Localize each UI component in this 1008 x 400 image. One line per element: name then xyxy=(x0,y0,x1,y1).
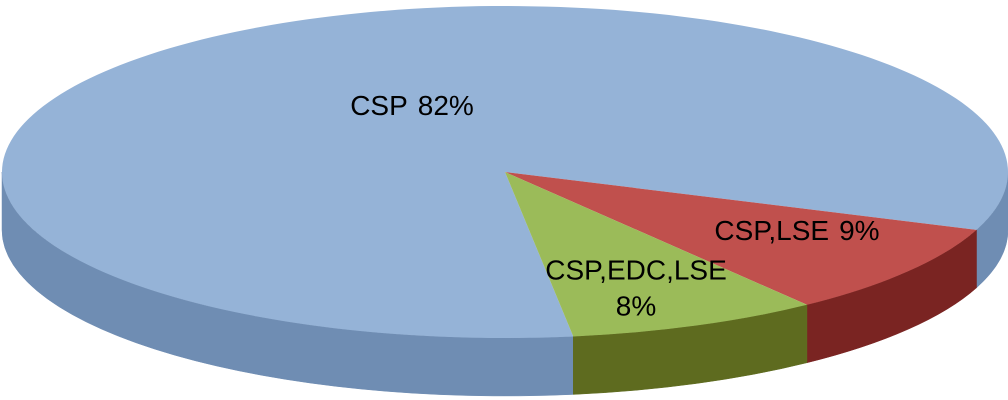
slice-label: CSP 82% xyxy=(350,90,474,121)
slice-label: CSP,LSE 9% xyxy=(714,215,879,246)
slice-value-label: 82% xyxy=(418,90,474,121)
slice xyxy=(2,6,1008,338)
pie-sides xyxy=(1,171,1008,397)
slice-value-label: 9% xyxy=(839,215,879,246)
slice-category: CSP,LSE xyxy=(714,215,829,246)
pie-top xyxy=(2,6,1008,338)
slice-label: CSP,EDC,LSE xyxy=(545,254,727,285)
slice xyxy=(505,172,807,337)
slice-value-label: 8% xyxy=(616,290,656,321)
slice xyxy=(505,172,977,305)
slice-category: CSP xyxy=(350,90,408,121)
